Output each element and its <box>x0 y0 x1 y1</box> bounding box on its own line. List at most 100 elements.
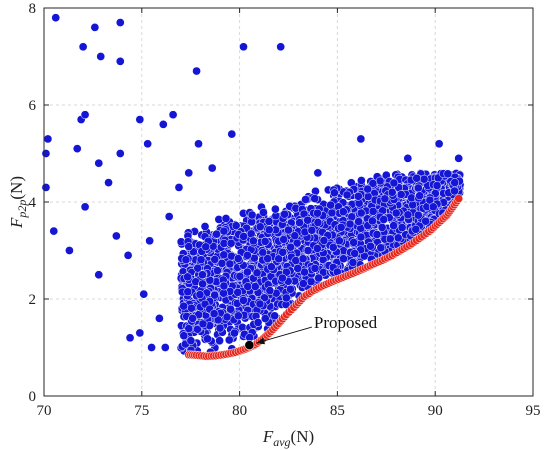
proposed-annotation: Proposed <box>256 313 378 345</box>
candidate-point <box>353 191 363 201</box>
candidate-point <box>385 234 395 244</box>
candidate-point <box>41 149 51 158</box>
candidate-point <box>319 236 329 245</box>
y-tick-label: 2 <box>29 292 37 308</box>
candidate-point <box>255 222 265 232</box>
x-tick-label: 80 <box>232 403 247 419</box>
candidate-point <box>195 290 205 299</box>
candidate-point <box>226 238 236 248</box>
proposed-point-layer <box>244 340 255 350</box>
candidate-point <box>198 279 207 289</box>
candidate-point <box>274 254 284 264</box>
candidate-point <box>291 256 301 265</box>
candidate-point <box>387 187 397 197</box>
candidate-point <box>194 139 203 149</box>
candidate-point <box>233 311 243 321</box>
candidate-point <box>432 181 442 190</box>
candidate-point <box>147 343 156 352</box>
candidate-point <box>94 270 104 280</box>
candidate-point <box>295 218 304 228</box>
candidate-point <box>243 267 252 277</box>
candidate-point <box>450 186 459 196</box>
candidate-point <box>264 217 274 226</box>
candidate-point <box>313 218 323 227</box>
candidate-point <box>123 251 133 260</box>
candidate-point <box>327 208 337 218</box>
candidate-point <box>215 323 225 333</box>
candidate-point <box>366 241 375 251</box>
candidate-point <box>164 212 174 221</box>
candidate-point <box>389 178 399 188</box>
candidate-point <box>450 178 460 187</box>
candidate-point <box>443 169 453 179</box>
candidate-point <box>125 333 135 343</box>
candidate-point <box>155 314 164 323</box>
candidate-point <box>307 225 317 235</box>
axis-ticks: 70 75 80 85 90 95 0 2 4 6 8 <box>29 1 541 419</box>
candidate-point <box>330 188 339 198</box>
candidate-point <box>112 231 121 241</box>
candidate-point <box>428 202 438 212</box>
candidate-point <box>356 208 366 218</box>
candidate-point <box>354 217 363 226</box>
x-axis-label-sub: avg <box>273 435 290 449</box>
candidate-point <box>363 184 373 194</box>
candidate-point <box>239 42 248 52</box>
candidate-point <box>403 210 413 220</box>
candidate-point <box>263 254 273 263</box>
candidate-point <box>270 311 280 321</box>
candidate-point <box>217 258 227 268</box>
candidate-point <box>51 13 61 23</box>
candidate-point <box>357 176 366 185</box>
candidate-point <box>210 290 220 300</box>
candidate-point <box>135 115 145 124</box>
candidate-point <box>207 163 217 173</box>
candidate-point <box>72 144 82 153</box>
candidate-point <box>179 331 189 341</box>
candidate-point <box>278 247 288 257</box>
candidate-point <box>264 225 274 235</box>
x-axis-label: Favg(N) <box>262 427 314 449</box>
candidate-point <box>179 301 189 311</box>
candidate-point <box>233 288 243 297</box>
candidate-point <box>408 200 418 210</box>
x-axis-label-unit: (N) <box>291 427 315 446</box>
candidate-point <box>396 190 406 199</box>
candidate-point <box>187 303 196 313</box>
candidate-point <box>413 210 423 220</box>
y-tick-label: 0 <box>29 389 37 405</box>
y-axis-label-main: F <box>7 217 26 229</box>
candidate-point <box>379 215 389 224</box>
candidate-point <box>221 214 231 223</box>
candidate-point <box>376 243 386 253</box>
candidate-point <box>181 255 191 265</box>
x-tick-label: 75 <box>134 403 149 419</box>
candidate-point <box>198 319 208 329</box>
candidate-point <box>310 263 320 273</box>
candidate-point <box>250 282 260 291</box>
candidate-point <box>233 254 243 263</box>
y-axis-label: Fp2p(N) <box>7 176 29 229</box>
candidate-point <box>342 190 352 200</box>
candidate-point <box>143 139 153 149</box>
candidate-point <box>375 176 385 186</box>
candidate-point <box>252 268 262 278</box>
candidate-point <box>300 267 309 277</box>
candidate-point <box>168 110 178 120</box>
candidate-point <box>380 194 390 204</box>
candidate-point <box>196 255 206 265</box>
candidate-point <box>231 221 241 231</box>
candidate-point <box>389 221 398 230</box>
candidate-point <box>230 328 239 338</box>
candidate-point <box>419 174 429 184</box>
candidate-point <box>313 168 323 178</box>
candidate-point <box>280 209 289 219</box>
candidate-point <box>348 258 358 267</box>
candidate-point <box>239 232 248 241</box>
candidate-point <box>239 296 248 305</box>
candidate-point <box>193 263 203 273</box>
candidate-point <box>219 250 229 260</box>
candidate-point <box>356 134 366 144</box>
candidate-point <box>310 194 320 203</box>
